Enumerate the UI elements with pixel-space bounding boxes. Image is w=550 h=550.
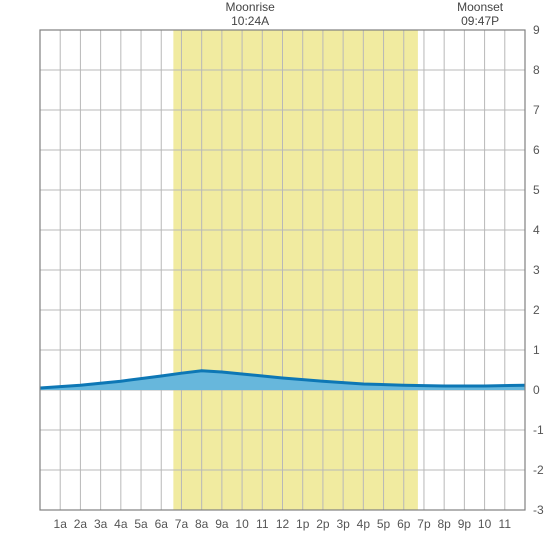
y-tick-label: -1 xyxy=(533,423,544,437)
x-tick-label: 7a xyxy=(175,517,189,531)
y-tick-label: 5 xyxy=(533,183,540,197)
moonrise-label: Moonrise xyxy=(210,0,290,14)
x-tick-label: 3a xyxy=(94,517,108,531)
y-tick-label: 8 xyxy=(533,63,540,77)
y-tick-label: 3 xyxy=(533,263,540,277)
y-tick-label: 4 xyxy=(533,223,540,237)
y-tick-label: 2 xyxy=(533,303,540,317)
y-tick-label: 1 xyxy=(533,343,540,357)
x-tick-label: 5a xyxy=(134,517,148,531)
y-tick-label: 7 xyxy=(533,103,540,117)
x-tick-label: 3p xyxy=(336,517,350,531)
x-tick-label: 9p xyxy=(458,517,472,531)
x-tick-label: 2a xyxy=(74,517,88,531)
x-tick-label: 11 xyxy=(256,517,269,531)
x-tick-label: 9a xyxy=(215,517,229,531)
moonrise-time: 10:24A xyxy=(210,14,290,28)
x-tick-label: 10 xyxy=(235,517,249,531)
x-tick-label: 4p xyxy=(357,517,371,531)
x-tick-label: 2p xyxy=(316,517,330,531)
x-tick-label: 4a xyxy=(114,517,128,531)
moonset-label: Moonset xyxy=(440,0,520,14)
x-tick-label: 1a xyxy=(54,517,68,531)
moonset-time: 09:47P xyxy=(440,14,520,28)
x-tick-label: 12 xyxy=(276,517,290,531)
y-tick-label: 6 xyxy=(533,143,540,157)
x-tick-label: 6p xyxy=(397,517,411,531)
y-tick-label: 0 xyxy=(533,383,540,397)
y-tick-label: -2 xyxy=(533,463,544,477)
x-tick-label: 7p xyxy=(417,517,431,531)
x-tick-label: 8a xyxy=(195,517,209,531)
chart-svg: -3-2-101234567891a2a3a4a5a6a7a8a9a101112… xyxy=(0,0,550,550)
x-tick-label: 1p xyxy=(296,517,310,531)
x-tick-label: 6a xyxy=(155,517,169,531)
y-tick-label: 9 xyxy=(533,23,540,37)
x-tick-label: 8p xyxy=(437,517,451,531)
x-tick-label: 10 xyxy=(478,517,492,531)
moonrise-label-block: Moonrise 10:24A xyxy=(210,0,290,28)
x-tick-label: 5p xyxy=(377,517,391,531)
moonset-label-block: Moonset 09:47P xyxy=(440,0,520,28)
x-tick-label: 11 xyxy=(499,517,512,531)
y-tick-label: -3 xyxy=(533,503,544,517)
tide-chart: Moonrise 10:24A Moonset 09:47P -3-2-1012… xyxy=(0,0,550,550)
